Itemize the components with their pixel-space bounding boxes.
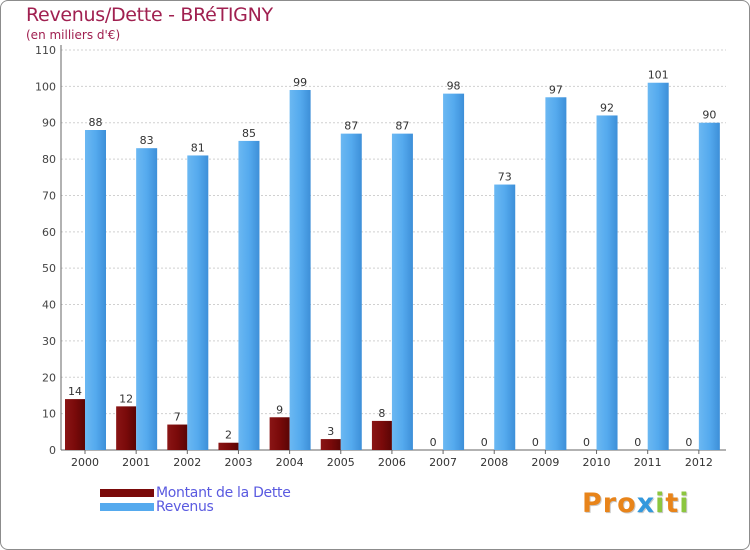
bar-revenue (391, 133, 413, 451)
data-label-revenue: 83 (140, 134, 154, 147)
legend-swatch-revenue (100, 503, 154, 511)
x-tick-label: 2003 (224, 456, 252, 469)
data-label-debt: 0 (532, 436, 539, 449)
y-tick-label: 110 (35, 44, 56, 57)
bar-revenue (647, 82, 669, 451)
x-tick-label: 2012 (685, 456, 713, 469)
logo-letter: x (636, 488, 656, 519)
bar-debt (218, 442, 239, 450)
data-label-revenue: 99 (293, 76, 307, 89)
y-tick-label: 20 (42, 371, 56, 384)
legend-swatch-debt (100, 489, 154, 497)
data-label-revenue: 101 (648, 69, 669, 82)
x-tick-label: 2000 (71, 456, 99, 469)
bar-revenue (238, 140, 260, 450)
bar-revenue (596, 115, 618, 451)
x-tick-label: 2009 (531, 456, 559, 469)
data-label-revenue: 81 (191, 141, 205, 154)
data-label-revenue: 87 (395, 120, 409, 133)
bar-revenue (698, 122, 720, 451)
data-label-revenue: 92 (600, 101, 614, 114)
y-tick-label: 60 (42, 226, 56, 239)
bar-debt (320, 439, 341, 450)
bar-debt (167, 424, 188, 450)
logo-letter: i (655, 488, 666, 519)
data-label-debt: 12 (119, 392, 133, 405)
bar-debt (371, 420, 392, 450)
x-tick-label: 2011 (634, 456, 662, 469)
y-tick-label: 90 (42, 117, 56, 130)
y-tick-label: 100 (35, 80, 56, 93)
data-label-debt: 2 (225, 429, 232, 442)
bar-revenue (289, 90, 311, 450)
data-label-debt: 0 (583, 436, 590, 449)
bar-revenue (136, 148, 158, 450)
legend-label-revenue: Revenus (156, 499, 214, 515)
legend-item-revenue: Revenus (100, 499, 291, 515)
x-tick-label: 2007 (429, 456, 457, 469)
logo-letter: o (617, 488, 637, 519)
x-tick-label: 2001 (122, 456, 150, 469)
x-tick-label: 2005 (327, 456, 355, 469)
data-label-debt: 0 (481, 436, 488, 449)
legend: Montant de la Dette Revenus (100, 485, 291, 515)
data-label-debt: 7 (174, 411, 181, 424)
data-label-debt: 8 (378, 407, 385, 420)
data-label-debt: 3 (327, 425, 334, 438)
logo-letter: r (602, 488, 618, 519)
data-label-revenue: 87 (344, 120, 358, 133)
bar-debt (116, 406, 137, 450)
y-tick-label: 50 (42, 262, 56, 275)
logo-letter: t (665, 488, 680, 519)
data-label-debt: 0 (430, 436, 437, 449)
chart-subtitle: (en milliers d'€) (26, 28, 121, 42)
bar-revenue (85, 130, 106, 450)
data-label-revenue: 98 (447, 80, 461, 93)
bar-revenue (494, 184, 516, 450)
x-tick-label: 2010 (583, 456, 611, 469)
data-label-debt: 9 (276, 403, 283, 416)
y-tick-label: 0 (49, 444, 56, 457)
data-label-debt: 14 (68, 385, 82, 398)
data-label-revenue: 73 (498, 171, 512, 184)
data-label-debt: 0 (634, 436, 641, 449)
proxiti-logo: Proxiti (582, 488, 690, 519)
y-tick-label: 70 (42, 189, 56, 202)
bar-debt (269, 417, 290, 450)
bar-revenue (443, 93, 465, 451)
bar-revenue (187, 155, 209, 451)
data-label-revenue: 90 (702, 109, 716, 122)
legend-label-debt: Montant de la Dette (156, 485, 291, 501)
data-label-debt: 0 (685, 436, 692, 449)
bar-debt (65, 399, 85, 450)
data-label-revenue: 97 (549, 83, 563, 96)
legend-item-debt: Montant de la Dette (100, 485, 291, 501)
y-tick-label: 80 (42, 153, 56, 166)
x-tick-label: 2008 (480, 456, 508, 469)
bar-revenue (340, 133, 362, 451)
data-label-revenue: 85 (242, 127, 256, 140)
y-tick-label: 30 (42, 335, 56, 348)
y-tick-label: 10 (42, 408, 56, 421)
x-tick-label: 2006 (378, 456, 406, 469)
logo-letter: i (679, 488, 690, 519)
data-label-revenue: 88 (89, 116, 103, 129)
x-tick-label: 2004 (276, 456, 304, 469)
bar-revenue (545, 97, 567, 450)
y-tick-label: 40 (42, 299, 56, 312)
chart-title: Revenus/Dette - BRéTIGNY (26, 4, 273, 26)
x-tick-label: 2002 (173, 456, 201, 469)
logo-letter: P (582, 488, 603, 519)
